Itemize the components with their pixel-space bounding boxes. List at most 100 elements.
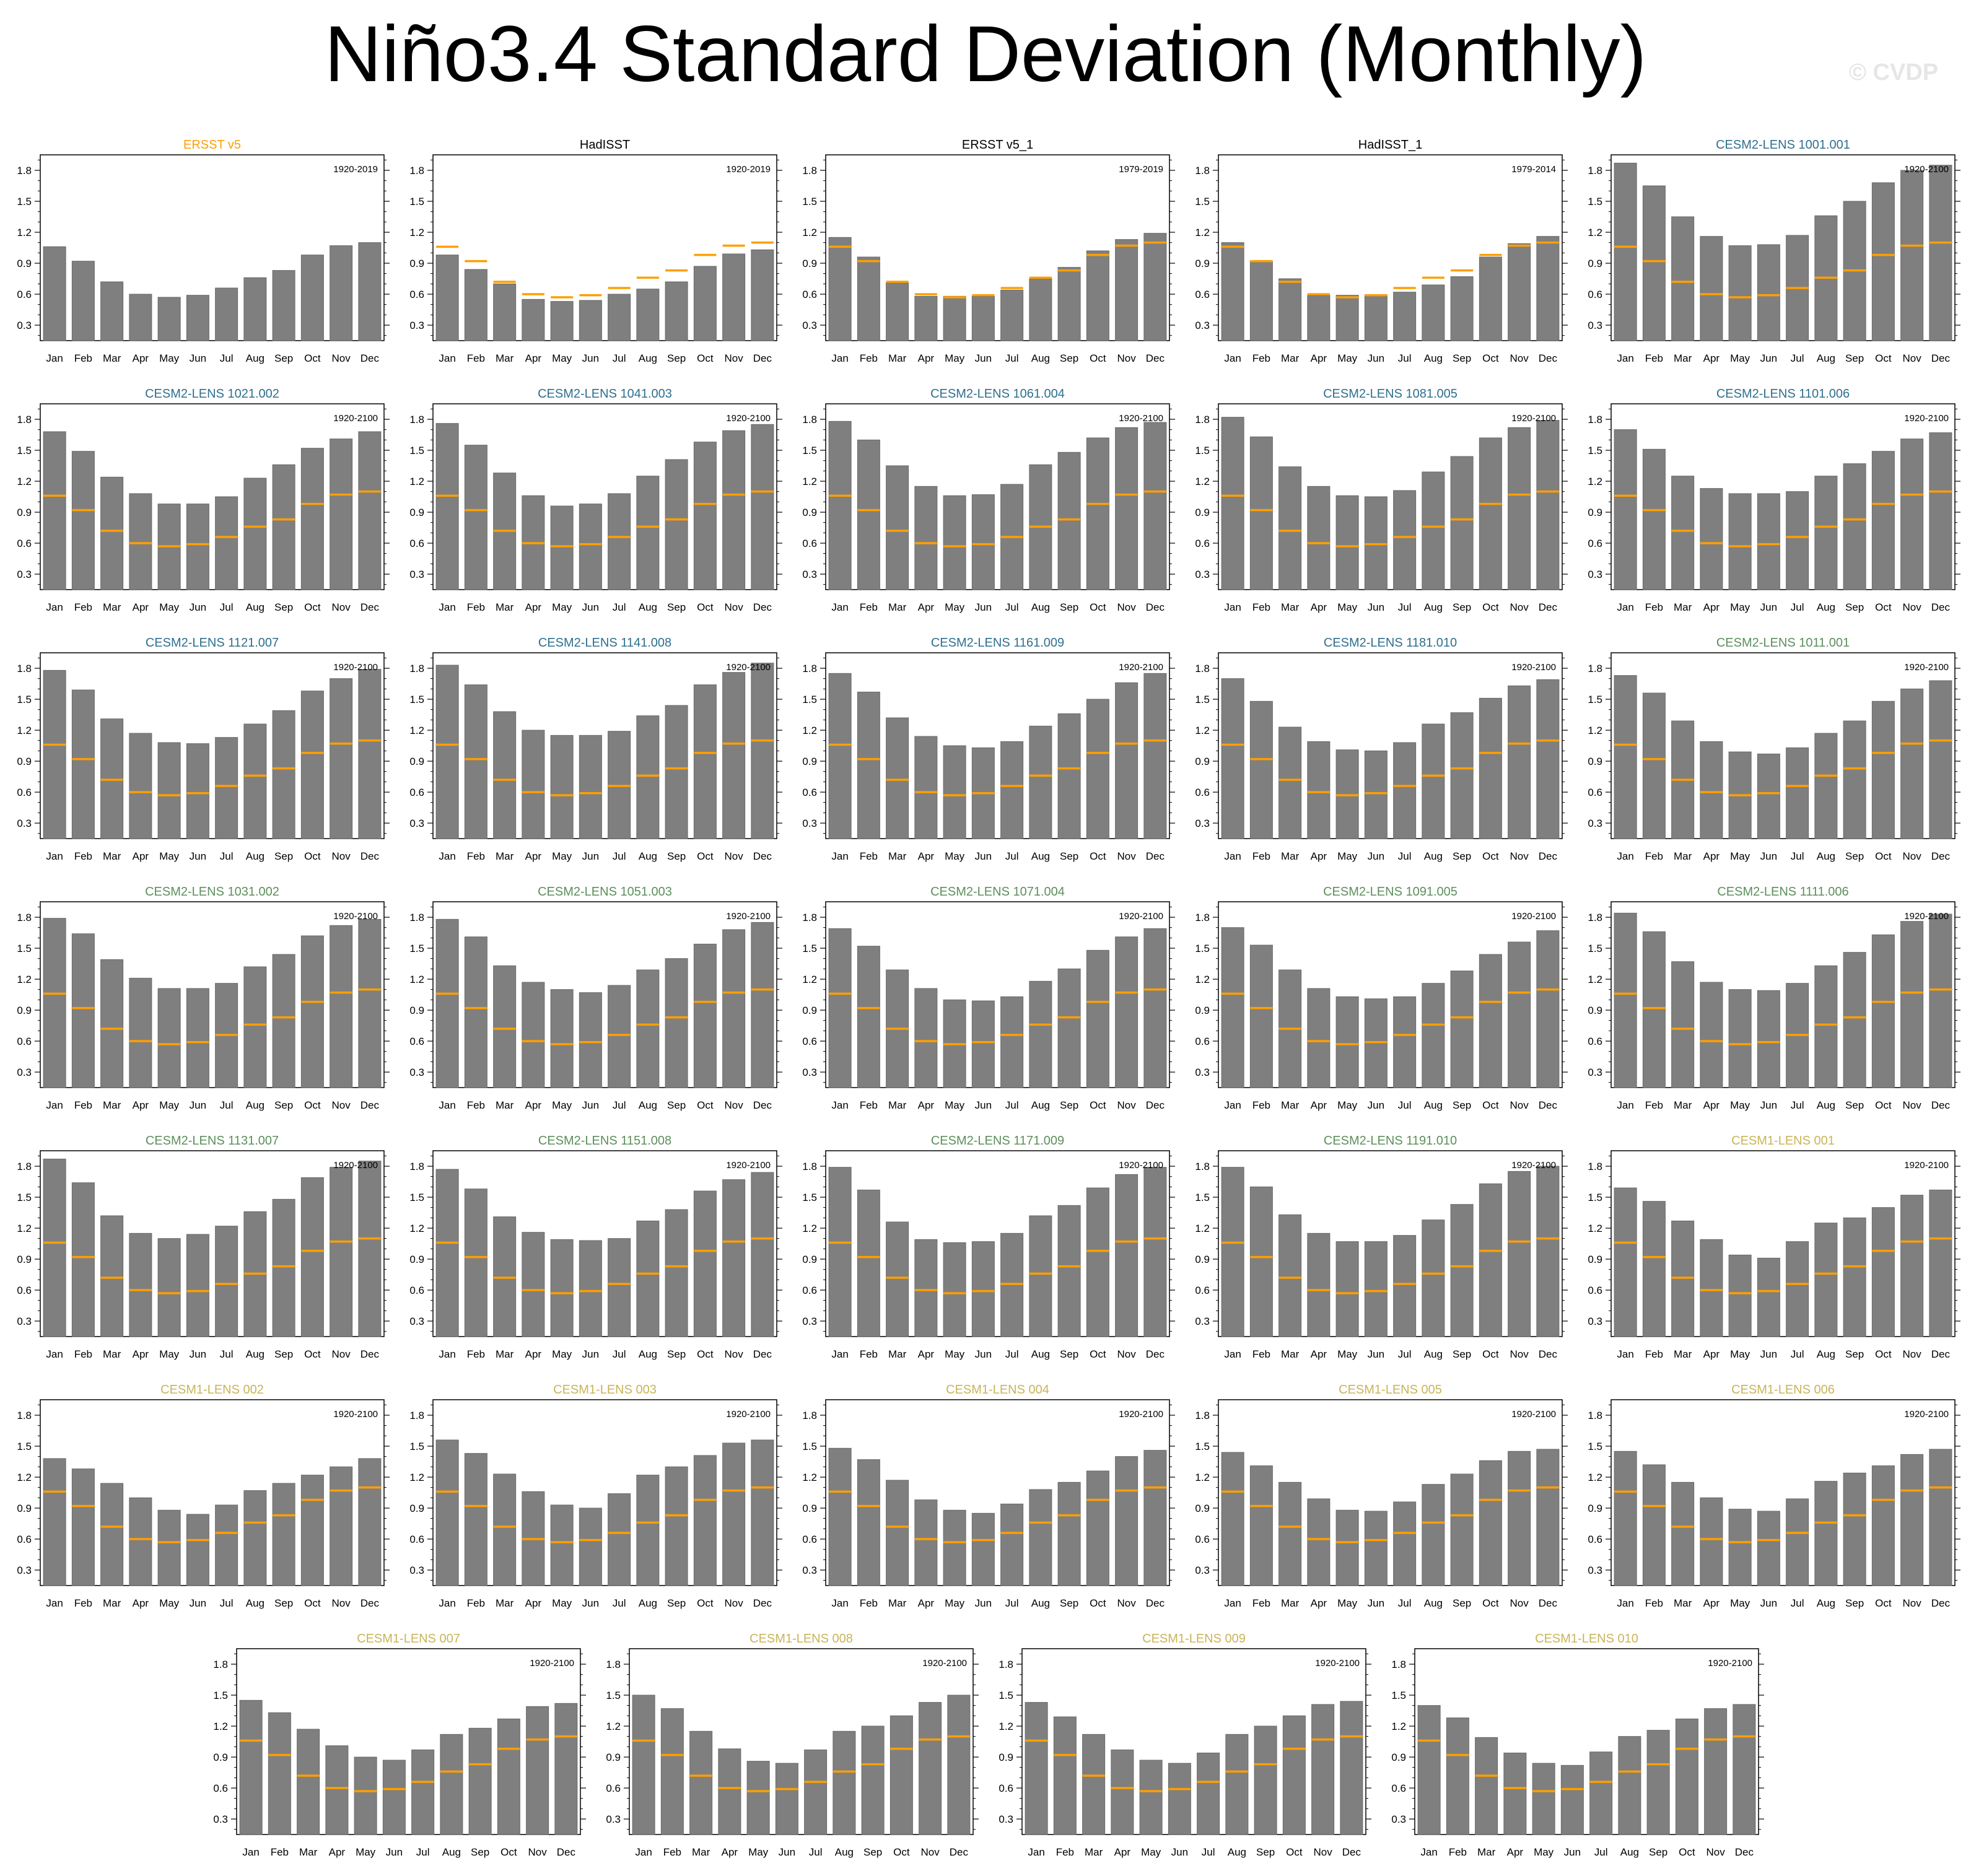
y-tick-label: 1.8	[409, 165, 424, 177]
bar-mar	[1671, 1481, 1695, 1586]
y-tick-label: 1.5	[1195, 1192, 1210, 1203]
month-label: Oct	[1482, 1597, 1499, 1609]
bar-feb	[857, 1459, 880, 1586]
y-tick-label: 0.9	[802, 1254, 817, 1265]
y-tick-label: 0.9	[1588, 507, 1602, 518]
month-label: Apr	[525, 850, 542, 862]
period-label: 1920-2100	[1511, 413, 1556, 424]
bar-dec	[1929, 1189, 1952, 1337]
chart-panel: 0.3 0.6 0.9 1.2 1.5 1.8 Jan Feb Mar Apr May Jun Jul A…	[606, 1632, 979, 1858]
bar-jan	[828, 1447, 852, 1586]
bar-nov	[1115, 239, 1138, 341]
month-label: May	[552, 601, 572, 613]
bar-dec	[751, 249, 774, 341]
bar-mar	[1082, 1734, 1106, 1835]
month-label: Nov	[1117, 850, 1137, 862]
period-label: 1920-2100	[726, 413, 771, 424]
y-tick-label: 1.5	[1588, 1441, 1602, 1452]
bar-jan	[1221, 417, 1244, 590]
bar-jun	[1757, 493, 1780, 590]
month-label: Nov	[921, 1846, 940, 1858]
month-label: Oct	[1875, 850, 1892, 862]
y-tick-label: 1.5	[1195, 445, 1210, 456]
bar-feb	[71, 689, 95, 839]
bar-sep	[1057, 1205, 1081, 1337]
plot-frame	[40, 1399, 385, 1586]
y-tick-label: 0.6	[1391, 1782, 1406, 1794]
bar-mar	[886, 1480, 909, 1586]
y-tick-label: 1.8	[213, 1659, 228, 1670]
chart-panel: 0.3 0.6 0.9 1.2 1.5 1.8 Jan Feb Mar Apr May Jun Jul A…	[802, 138, 1175, 364]
y-tick-label: 1.8	[409, 1410, 424, 1421]
bar-feb	[464, 269, 487, 341]
month-label: Apr	[1311, 850, 1327, 862]
y-tick-label: 1.8	[17, 663, 32, 674]
month-label: Nov	[1903, 601, 1922, 613]
y-tick-label: 0.6	[999, 1782, 1013, 1794]
month-label: Jul	[1594, 1846, 1608, 1858]
bar-may	[1532, 1763, 1555, 1835]
month-label: Mar	[888, 601, 907, 613]
month-label: May	[1337, 601, 1358, 613]
panel-title: CESM2-LENS 1001.001	[1716, 138, 1850, 152]
bar-sep	[272, 954, 295, 1088]
month-label: Apr	[1703, 850, 1720, 862]
bar-dec	[554, 1703, 578, 1835]
bar-sep	[1057, 968, 1081, 1088]
plot-frame	[432, 1399, 777, 1586]
month-label: Sep	[274, 601, 293, 613]
month-label: Sep	[667, 352, 686, 364]
month-label: Feb	[1449, 1846, 1467, 1858]
y-tick-label: 1.5	[409, 196, 424, 207]
month-label: Apr	[525, 1597, 542, 1609]
bar-oct	[1086, 949, 1109, 1088]
month-label: Nov	[1510, 352, 1529, 364]
y-tick-label: 1.5	[1195, 694, 1210, 705]
bar-jan	[1614, 1451, 1637, 1586]
month-label: Jan	[831, 352, 848, 364]
bar-apr	[1307, 486, 1331, 590]
month-label: Sep	[863, 1846, 882, 1858]
bar-sep	[272, 1198, 295, 1337]
month-label: Nov	[1903, 850, 1922, 862]
chart-panel: 0.3 0.6 0.9 1.2 1.5 1.8 Jan Feb Mar Apr May Jun Jul A…	[409, 138, 782, 364]
month-label: Apr	[133, 1099, 149, 1111]
month-label: Nov	[528, 1846, 548, 1858]
y-tick-label: 0.6	[802, 787, 817, 798]
month-label: Apr	[918, 352, 935, 364]
bar-mar	[689, 1730, 713, 1835]
period-label: 1920-2100	[333, 1160, 378, 1171]
panel-title: CESM2-LENS 1021.002	[145, 387, 279, 401]
y-tick-label: 0.3	[17, 818, 32, 829]
bar-jul	[804, 1749, 828, 1835]
bar-apr	[129, 493, 152, 590]
y-tick-label: 1.8	[802, 414, 817, 425]
bar-dec	[1929, 432, 1952, 590]
y-tick-label: 1.2	[1588, 476, 1602, 487]
period-label: 1920-2100	[1904, 413, 1949, 424]
y-tick-label: 1.8	[1588, 663, 1602, 674]
y-tick-label: 1.5	[802, 1441, 817, 1452]
bar-mar	[886, 717, 909, 839]
month-label: May	[1730, 1099, 1750, 1111]
bar-dec	[1929, 914, 1952, 1088]
month-label: Apr	[918, 1348, 935, 1360]
bar-jun	[1168, 1763, 1191, 1835]
chart-panel: 0.3 0.6 0.9 1.2 1.5 1.8 Jan Feb Mar Apr May Jun Jul A…	[1588, 636, 1960, 862]
bar-mar	[886, 465, 909, 590]
month-label: Dec	[1931, 1597, 1951, 1609]
month-label: Oct	[304, 1348, 321, 1360]
panel-title: CESM1-LENS 006	[1731, 1383, 1835, 1397]
period-label: 1920-2100	[1904, 662, 1949, 673]
bar-apr	[914, 486, 938, 590]
bar-nov	[1508, 243, 1531, 341]
month-label: Jun	[190, 352, 206, 364]
bar-may	[1728, 1254, 1752, 1337]
month-label: Sep	[1060, 850, 1078, 862]
y-tick-label: 0.3	[1195, 569, 1210, 580]
y-tick-label: 1.2	[1588, 1223, 1602, 1234]
bar-aug	[1618, 1736, 1641, 1835]
plot-frame	[1610, 652, 1956, 839]
month-label: Oct	[304, 1597, 321, 1609]
bar-mar	[1475, 1737, 1498, 1835]
